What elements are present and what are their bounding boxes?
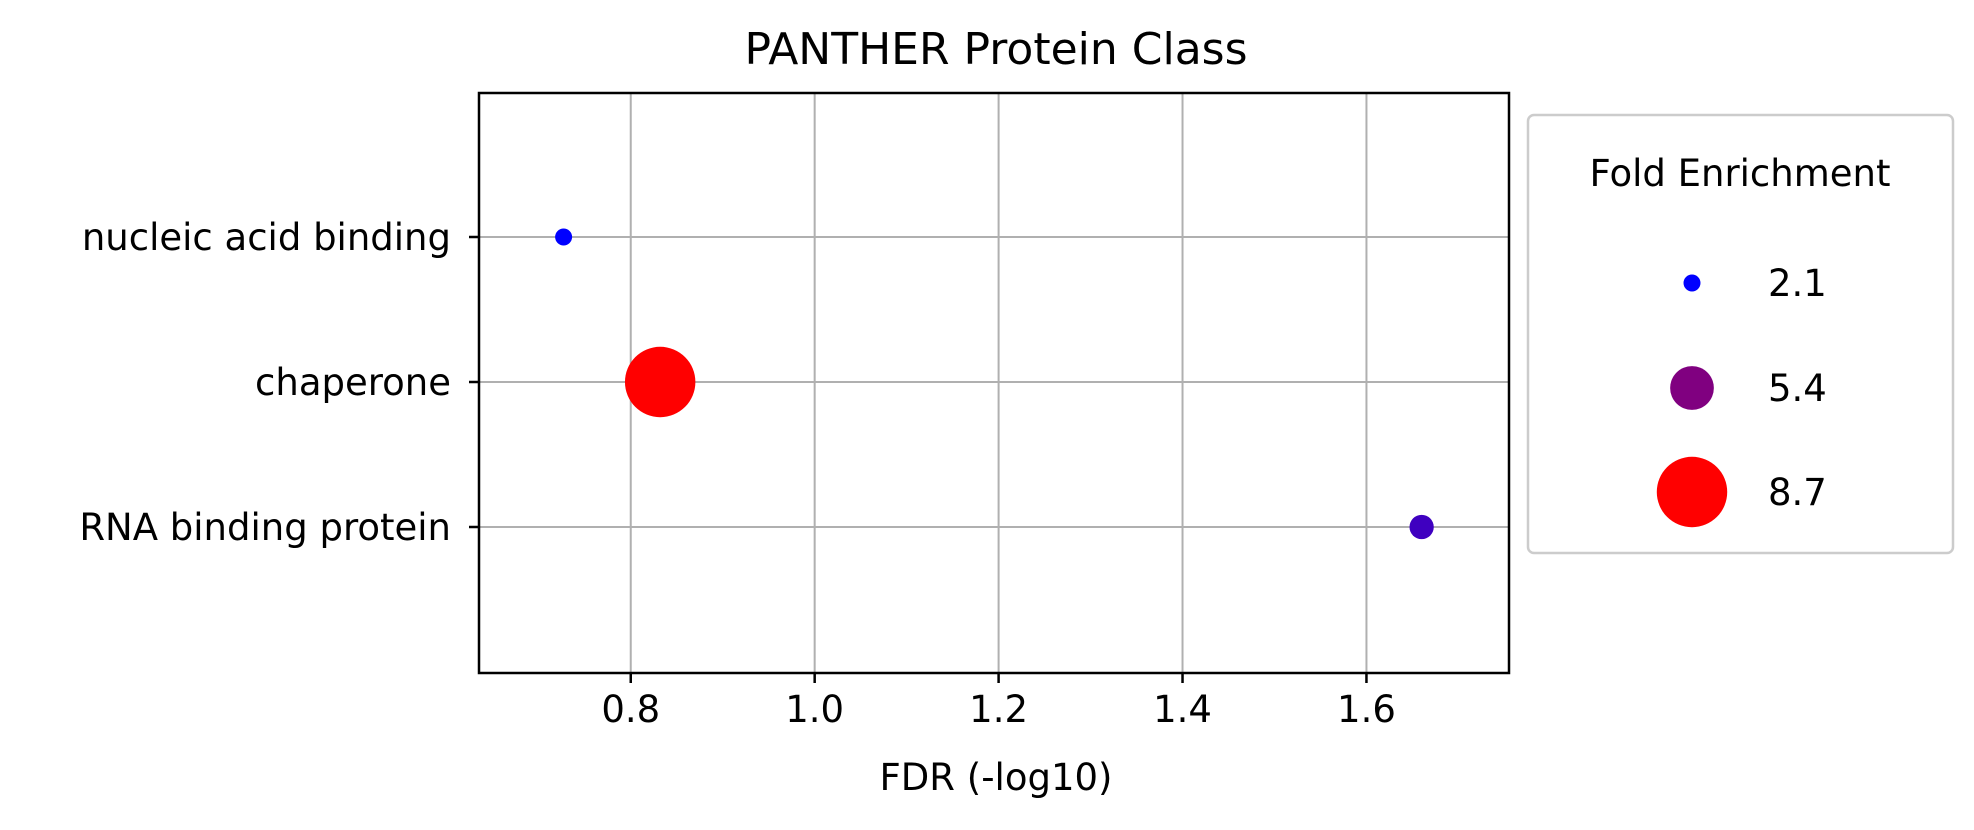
y-tick-label: nucleic acid binding — [82, 216, 451, 259]
x-tick-label: 0.8 — [601, 688, 660, 731]
x-tick-label: 1.6 — [1337, 688, 1396, 731]
axis-ticks: 0.8 1.0 1.2 1.4 1.6 nucleic acid binding chape… — [79, 216, 1396, 731]
legend-marker — [1683, 274, 1701, 292]
y-tick-label: RNA binding protein — [79, 506, 451, 549]
x-axis-label: FDR (-log10) — [880, 756, 1113, 799]
legend-entries: 2.1 5.4 8.7 — [1656, 262, 1827, 528]
legend-label: 2.1 — [1768, 262, 1827, 305]
legend-label: 8.7 — [1768, 471, 1827, 514]
x-tick-label: 1.4 — [1153, 688, 1212, 731]
data-point — [555, 228, 573, 246]
legend: Fold Enrichment 2.1 5.4 8.7 — [1526, 113, 1955, 555]
chart-title: PANTHER Protein Class — [744, 24, 1247, 75]
legend-label: 5.4 — [1768, 367, 1827, 410]
x-tick-label: 1.0 — [785, 688, 844, 731]
legend-title: Fold Enrichment — [1589, 152, 1890, 195]
legend-marker — [1656, 456, 1728, 528]
data-points — [555, 228, 1434, 540]
y-tick-label: chaperone — [255, 361, 451, 404]
legend-marker — [1670, 366, 1714, 410]
legend-box — [1526, 113, 1955, 555]
x-tick-label: 1.2 — [969, 688, 1028, 731]
data-point — [624, 346, 696, 418]
data-point — [1409, 514, 1434, 540]
